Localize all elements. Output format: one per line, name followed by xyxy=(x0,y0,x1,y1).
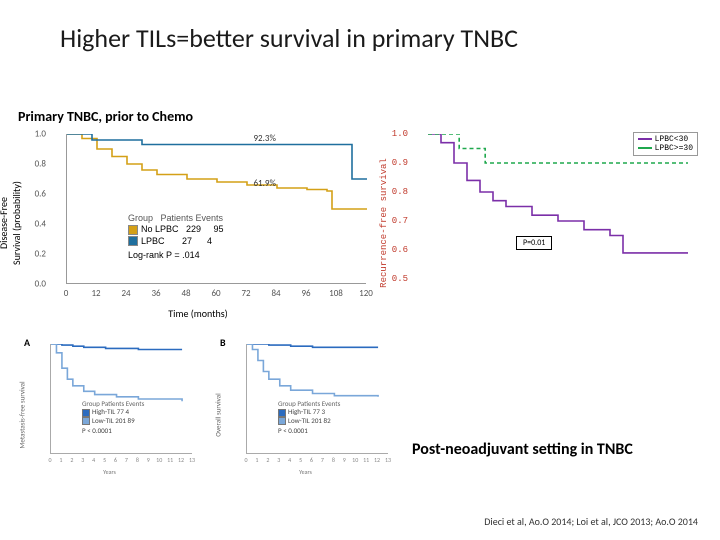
chart1-xlabel: Time (months) xyxy=(168,307,227,320)
chart3-legend-a: Group Patients EventsHigh-TIL 77 4Low-TI… xyxy=(82,400,144,436)
chart2-pvalue: P=0.01 xyxy=(516,236,552,250)
chart3-ylabel-b: Overall survival xyxy=(214,355,223,475)
chart-rfs-lpbc: Recurrence-free survival 0.50.60.70.80.9… xyxy=(386,128,704,318)
chart3-tag-b: B xyxy=(220,336,226,349)
chart1-plot-area xyxy=(66,134,366,284)
slide-title: Higher TILs=better survival in primary T… xyxy=(0,0,720,64)
chart1-ylabel: Disease-FreeSurvival (probability) xyxy=(0,143,23,303)
citation-text: Dieci et al, Ao.O 2014; Loi et al, JCO 2… xyxy=(484,515,698,528)
chart-dfs-primary: Disease-FreeSurvival (probability) Time … xyxy=(18,128,378,318)
section-label-primary: Primary TNBC, prior to Chemo xyxy=(18,108,193,125)
chart-mfs-os-pair: A Metastasis-free survival Group Patient… xyxy=(18,330,408,518)
chart2-legend: LPBC<30LPBC>=30 xyxy=(633,132,698,156)
chart3-xlabel-a: Years xyxy=(103,468,116,476)
chart3-panel-a: A Metastasis-free survival Group Patient… xyxy=(22,340,197,490)
chart3-panel-b: B Overall survival Group Patients Events… xyxy=(218,340,393,490)
chart3-tag-a: A xyxy=(24,336,30,349)
chart3-ylabel-a: Metastasis-free survival xyxy=(18,355,27,475)
chart1-svg xyxy=(67,134,367,284)
chart2-ylabel: Recurrence-free survival xyxy=(379,143,389,303)
section-label-postneo: Post-neoadjuvant setting in TNBC xyxy=(412,440,633,459)
chart3-xlabel-b: Years xyxy=(299,468,312,476)
chart1-legend: Group Patients EventsNo LPBC 229 95LPBC … xyxy=(128,213,224,261)
chart3-legend-b: Group Patients EventsHigh-TIL 77 3Low-TI… xyxy=(278,400,340,436)
